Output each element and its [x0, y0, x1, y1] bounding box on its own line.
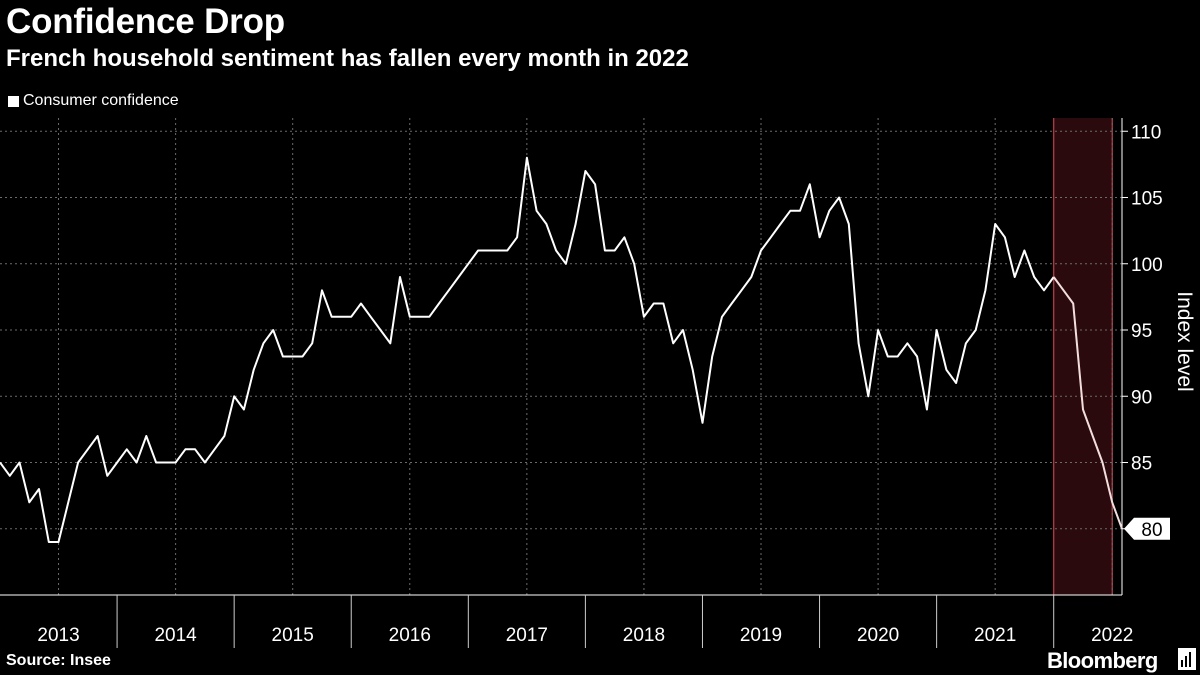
bloomberg-terminal-icon — [1178, 648, 1196, 670]
bloomberg-logo: Bloomberg — [1047, 648, 1158, 673]
last-value-badge — [1124, 517, 1170, 540]
highlight-region — [1053, 118, 1113, 595]
y-tick-label: 95 — [1131, 321, 1152, 342]
labels: 85 90 95 100 105 110 2013 2014 2015 2016 2017 2018 2… — [37, 122, 1196, 646]
y-tick-label: 110 — [1131, 122, 1161, 143]
y-tick-label: 90 — [1131, 387, 1152, 408]
x-tick-label: 2018 — [623, 625, 665, 646]
x-tick-label: 2019 — [740, 625, 782, 646]
chart-subtitle: French household sentiment has fallen ev… — [6, 45, 689, 72]
x-tick-label: 2016 — [389, 625, 431, 646]
x-tick-label: 2022 — [1091, 625, 1133, 646]
grid — [0, 118, 1122, 595]
x-tick-label: 2014 — [154, 625, 197, 646]
highlight-band — [1053, 118, 1113, 595]
legend: Consumer confidence — [8, 92, 179, 110]
series-line-consumer-confidence — [0, 156, 1055, 543]
series-layer — [0, 156, 1123, 543]
y-tick-label: 105 — [1131, 189, 1163, 210]
x-tick-label: 2013 — [37, 625, 79, 646]
legend-label: Consumer confidence — [23, 92, 179, 109]
source-note: Source: Insee — [6, 652, 111, 669]
x-tick-label: 2021 — [974, 625, 1016, 646]
x-tick-label: 2015 — [272, 625, 314, 646]
y-tick-label: 85 — [1131, 454, 1152, 475]
last-value-label: 80 — [1141, 520, 1162, 541]
x-tick-label: 2017 — [506, 625, 548, 646]
axes — [0, 118, 1128, 648]
x-tick-label: 2020 — [857, 625, 899, 646]
legend-swatch — [8, 95, 19, 107]
chart-title: Confidence Drop — [6, 2, 285, 41]
series-line-2022 — [1052, 276, 1123, 530]
y-axis-label: Index level — [1173, 291, 1196, 391]
y-tick-label: 100 — [1131, 255, 1163, 276]
